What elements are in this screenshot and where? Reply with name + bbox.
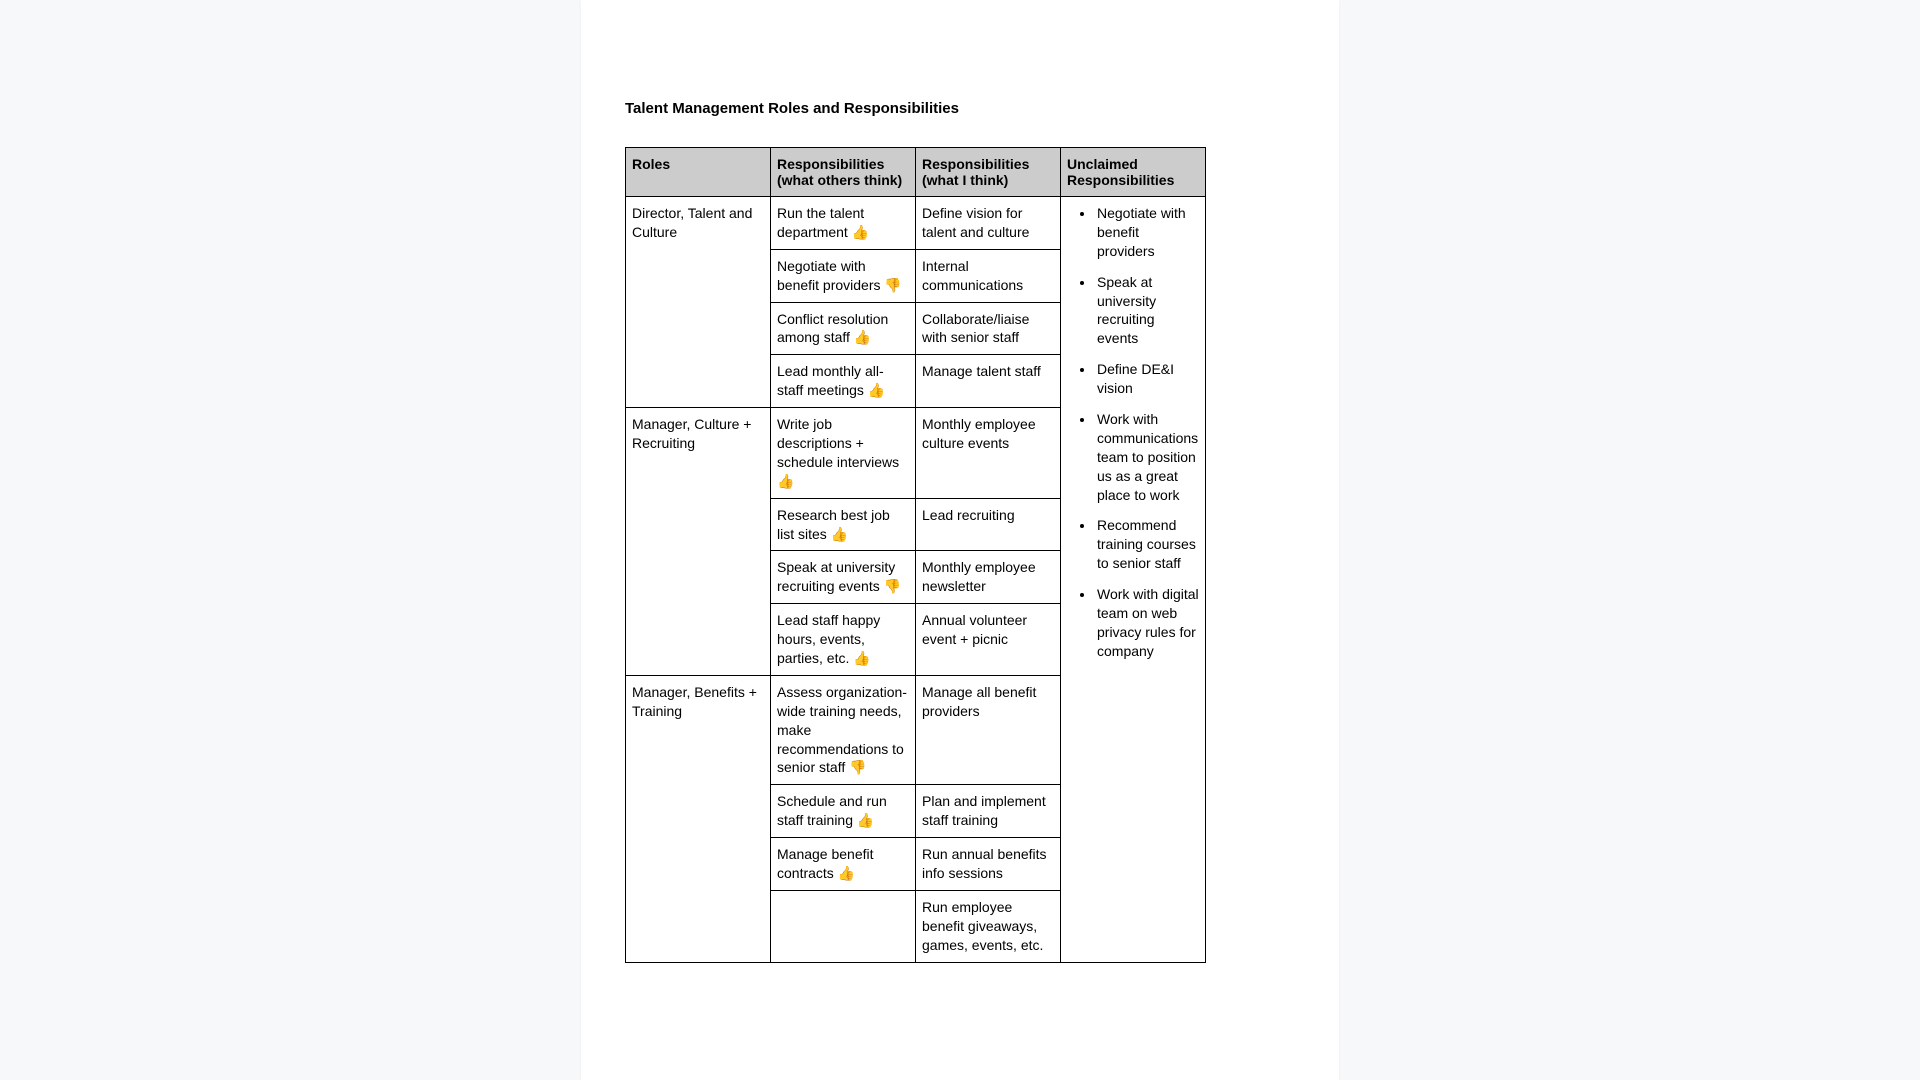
- unclaimed-list: Negotiate with benefit providers Speak a…: [1067, 204, 1199, 661]
- list-item: Work with digital team on web privacy ru…: [1095, 585, 1199, 661]
- column-header-others: Responsibilities (what others think): [771, 148, 916, 197]
- role-cell: Manager, Benefits + Training: [626, 675, 771, 962]
- think-cell: Define vision for talent and culture: [916, 197, 1061, 250]
- others-cell: Lead monthly all-staff meetings 👍: [771, 355, 916, 408]
- others-cell: Manage benefit contracts 👍: [771, 838, 916, 891]
- others-cell: Conflict resolution among staff 👍: [771, 302, 916, 355]
- list-item: Define DE&I vision: [1095, 360, 1199, 398]
- others-cell: Research best job list sites 👍: [771, 498, 916, 551]
- think-cell: Run employee benefit giveaways, games, e…: [916, 890, 1061, 962]
- list-item: Recommend training courses to senior sta…: [1095, 516, 1199, 573]
- think-cell: Monthly employee culture events: [916, 408, 1061, 499]
- think-cell: Monthly employee newsletter: [916, 551, 1061, 604]
- think-cell: Collaborate/liaise with senior staff: [916, 302, 1061, 355]
- role-cell: Director, Talent and Culture: [626, 197, 771, 408]
- think-cell: Manage talent staff: [916, 355, 1061, 408]
- document-page: Talent Management Roles and Responsibili…: [581, 0, 1339, 1080]
- list-item: Negotiate with benefit providers: [1095, 204, 1199, 261]
- column-header-roles: Roles: [626, 148, 771, 197]
- think-cell: Internal communications: [916, 249, 1061, 302]
- responsibilities-table: Roles Responsibilities (what others thin…: [625, 147, 1206, 963]
- others-cell: Assess organization-wide training needs,…: [771, 675, 916, 784]
- table-header-row: Roles Responsibilities (what others thin…: [626, 148, 1206, 197]
- think-cell: Lead recruiting: [916, 498, 1061, 551]
- others-cell: Lead staff happy hours, events, parties,…: [771, 604, 916, 676]
- think-cell: Run annual benefits info sessions: [916, 838, 1061, 891]
- column-header-unclaimed: Unclaimed Responsibilities: [1061, 148, 1206, 197]
- think-cell: Plan and implement staff training: [916, 785, 1061, 838]
- others-cell: Run the talent department 👍: [771, 197, 916, 250]
- think-cell: Manage all benefit providers: [916, 675, 1061, 784]
- others-cell: Schedule and run staff training 👍: [771, 785, 916, 838]
- page-title: Talent Management Roles and Responsibili…: [625, 100, 1295, 117]
- list-item: Work with communications team to positio…: [1095, 410, 1199, 504]
- others-cell: Speak at university recruiting events 👎: [771, 551, 916, 604]
- others-cell: Write job descriptions + schedule interv…: [771, 408, 916, 499]
- column-header-think: Responsibilities (what I think): [916, 148, 1061, 197]
- unclaimed-cell: Negotiate with benefit providers Speak a…: [1061, 197, 1206, 963]
- table-row: Director, Talent and Culture Run the tal…: [626, 197, 1206, 250]
- role-cell: Manager, Culture + Recruiting: [626, 408, 771, 676]
- list-item: Speak at university recruiting events: [1095, 273, 1199, 349]
- others-cell: [771, 890, 916, 962]
- others-cell: Negotiate with benefit providers 👎: [771, 249, 916, 302]
- think-cell: Annual volunteer event + picnic: [916, 604, 1061, 676]
